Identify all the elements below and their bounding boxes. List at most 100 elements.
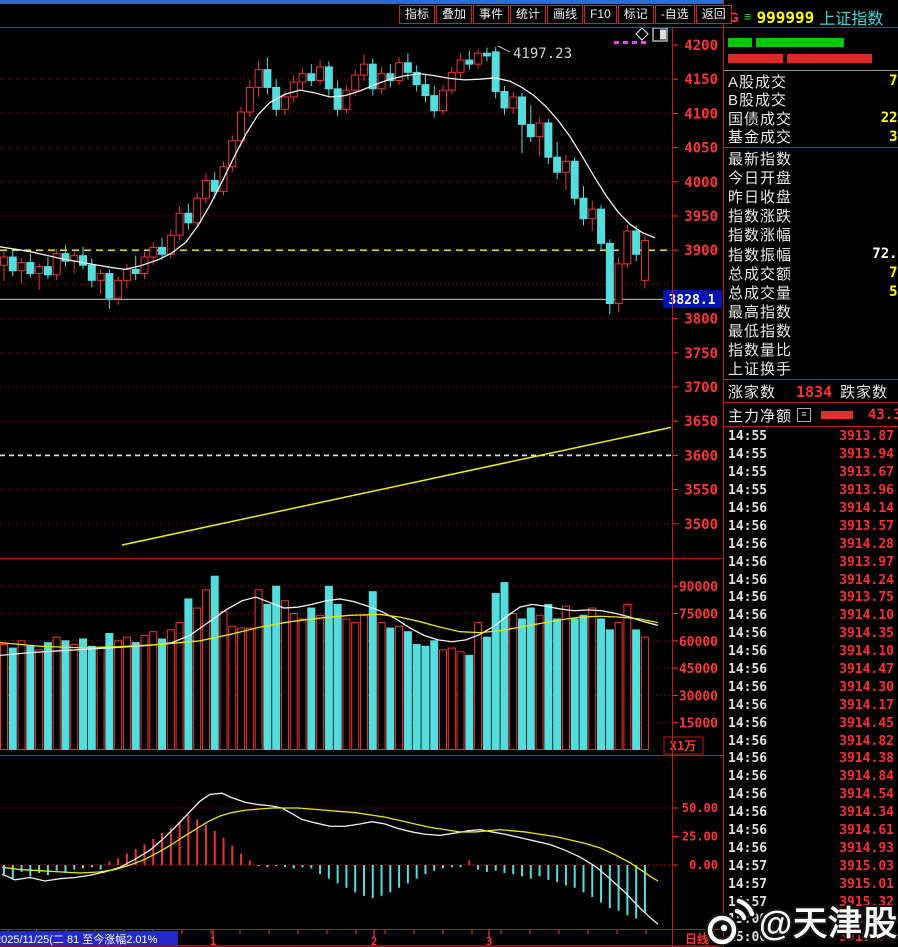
tick-row[interactable]: 15:00 3913.74 — [724, 929, 898, 947]
tick-row[interactable]: 14:56 3914.30 — [724, 678, 898, 696]
tick-time: 14:57 — [728, 858, 768, 874]
tick-time: 14:56 — [728, 644, 768, 660]
tick-row[interactable]: 14:56 3914.24 — [724, 571, 898, 589]
tick-row[interactable]: 14:56 3914.35 — [724, 625, 898, 643]
stat-label: 总成交量 — [728, 284, 793, 302]
stat-label: 指数量比 — [728, 341, 793, 359]
tick-row[interactable]: 14:56 3913.57 — [724, 517, 898, 535]
svg-text:45000: 45000 — [679, 662, 718, 677]
stat-label: A股成交 — [728, 73, 788, 91]
stat-label: B股成交 — [728, 92, 788, 110]
tick-row[interactable]: 14:56 3914.84 — [724, 768, 898, 786]
tick-row[interactable]: 14:56 3913.75 — [724, 589, 898, 607]
index-stat-row: 最低指数 — [724, 321, 898, 340]
tick-time: 14:56 — [728, 679, 768, 695]
panel-divider — [724, 426, 898, 427]
tick-price: 3913.96 — [839, 483, 894, 499]
advancers-count: 1834 — [796, 382, 833, 401]
buy-depth-bars — [728, 38, 844, 47]
tick-row[interactable]: 14:56 3914.10 — [724, 643, 898, 661]
tick-row[interactable]: 14:55 3913.96 — [724, 482, 898, 500]
svg-text:2025/11/25(二 81 至今涨幅2.01%: 2025/11/25(二 81 至今涨幅2.01% — [0, 932, 158, 946]
tick-time: 14:55 — [728, 447, 768, 463]
tick-row[interactable]: 14:57 3915.01 — [724, 875, 898, 893]
tick-time: 14:56 — [728, 662, 768, 678]
toolbar-button-统计[interactable]: 统计 — [510, 5, 547, 24]
tick-price: 3914.61 — [839, 823, 894, 839]
tick-price: 3915.01 — [839, 876, 894, 892]
period-selector[interactable]: 日线 — [685, 931, 709, 946]
stat-label: 总成交额 — [728, 265, 793, 283]
sell-depth-bars — [728, 54, 872, 63]
tick-row[interactable]: 14:55 3913.87 — [724, 428, 898, 446]
advancers-label: 涨家数 — [728, 384, 777, 401]
stat-value: 79 — [889, 265, 898, 282]
svg-text:30000: 30000 — [679, 689, 718, 704]
g-flag-label: G — [728, 9, 739, 25]
svg-text:3900: 3900 — [684, 243, 718, 259]
tick-row[interactable]: 14:56 3914.54 — [724, 786, 898, 804]
panel-divider — [724, 379, 898, 380]
tick-quote-list[interactable]: 14:55 3913.87 14:55 3913.94 14:55 3913.67 14:5… — [724, 428, 898, 947]
tick-price: 3913.87 — [839, 429, 894, 445]
toolbar-button-F10[interactable]: F10 — [584, 5, 617, 24]
tick-price: 3915.03 — [839, 858, 894, 874]
tick-time: 14:56 — [728, 840, 768, 856]
stat-value: 50 — [889, 284, 898, 301]
tick-price: 3914.35 — [839, 626, 894, 642]
tick-time: 14:57 — [728, 876, 768, 892]
chart-canvas[interactable]: 4197.23 4200 4150 4100 4050 4000 3950 3900 3800 3… — [0, 0, 723, 947]
tick-row[interactable]: 14:56 3914.47 — [724, 661, 898, 679]
tick-row[interactable]: 14:56 3914.82 — [724, 732, 898, 750]
tick-price: 3913.75 — [839, 590, 894, 606]
tick-row[interactable]: 14:56 3914.28 — [724, 535, 898, 553]
stat-value: 79 — [889, 73, 898, 90]
tick-price: 3914.17 — [839, 697, 894, 713]
svg-text:3500: 3500 — [684, 517, 718, 533]
tick-row[interactable]: 14:55 3913.67 — [724, 464, 898, 482]
tick-row[interactable]: 14:56 3914.10 — [724, 607, 898, 625]
stat-value: 72.0 — [872, 246, 898, 263]
tick-time: 14:56 — [728, 554, 768, 570]
toolbar-button-叠加[interactable]: 叠加 — [436, 5, 473, 24]
tick-row[interactable]: 14:57 3915.03 — [724, 857, 898, 875]
stock-code[interactable]: 999999 — [756, 7, 815, 27]
tick-row[interactable]: 14:56 3914.45 — [724, 714, 898, 732]
tick-row[interactable]: 14:56 3914.38 — [724, 750, 898, 768]
tick-time: 14:56 — [728, 518, 768, 534]
detail-list-icon[interactable]: ≡ — [797, 408, 812, 422]
tick-price: 3914.10 — [839, 644, 894, 660]
tick-row[interactable]: 14:55 3913.94 — [724, 446, 898, 464]
tick-row[interactable]: 14:56 3914.17 — [724, 696, 898, 714]
tick-row[interactable]: 14:56 3914.93 — [724, 839, 898, 857]
index-stat-row: 指数量比 — [724, 340, 898, 359]
tick-row[interactable]: 14:56 3914.34 — [724, 804, 898, 822]
index-stat-row: 总成交额 79 — [724, 264, 898, 283]
tick-time: 14:55 — [728, 429, 768, 445]
main-force-label: 主力净额 — [728, 407, 793, 425]
toolbar-button-事件[interactable]: 事件 — [473, 5, 510, 24]
quote-panel-header: G ≡ 999999 上证指数 — [728, 5, 883, 29]
toolbar-button-指标[interactable]: 指标 — [399, 5, 436, 24]
tick-row[interactable]: 14:56 3914.61 — [724, 822, 898, 840]
tick-price: 3914.24 — [839, 572, 894, 588]
toolbar-button-返回[interactable]: 返回 — [695, 5, 732, 24]
stock-name[interactable]: 上证指数 — [819, 11, 884, 28]
index-stat-row: 昨日收盘 — [724, 187, 898, 206]
toolbar-button-画线[interactable]: 画线 — [547, 5, 584, 24]
tick-price: 3914.93 — [839, 840, 894, 856]
stat-label: 今日开盘 — [728, 170, 793, 188]
tick-time: 14:56 — [728, 715, 768, 731]
toolbar-button-标记[interactable]: 标记 — [617, 5, 654, 24]
quote-panel: G ≡ 999999 上证指数 A股成交79B股成交国债成交227基金成交31 … — [723, 0, 898, 947]
index-stat-row: 总成交量 50 — [724, 283, 898, 302]
index-stat-row: 今日开盘 — [724, 168, 898, 187]
tick-row[interactable]: 14:56 3914.14 — [724, 500, 898, 518]
tick-row[interactable]: 14:56 3913.97 — [724, 553, 898, 571]
tick-price: 3914.14 — [839, 501, 894, 516]
toolbar-button--自选[interactable]: -自选 — [654, 5, 695, 24]
index-stat-row: 指数涨跌 — [724, 206, 898, 225]
list-menu-icon[interactable]: ≡ — [743, 9, 752, 24]
